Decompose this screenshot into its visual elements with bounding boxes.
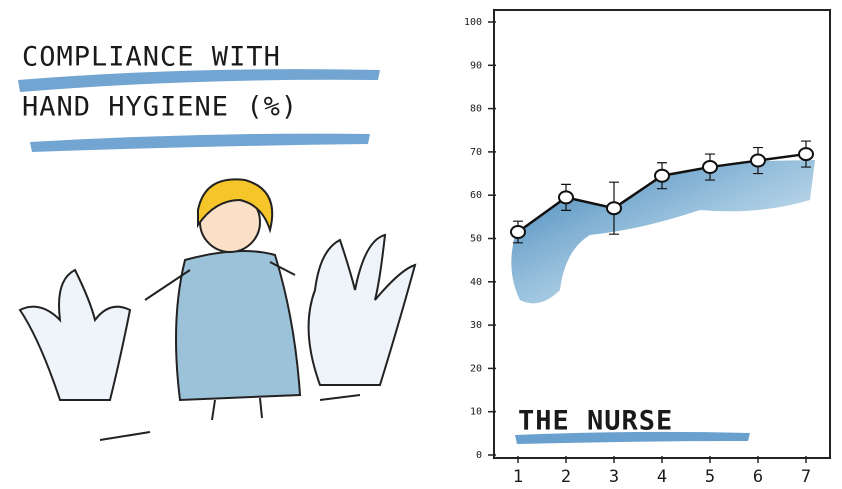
brush-stroke bbox=[18, 69, 380, 92]
x-tick-label: 6 bbox=[753, 467, 763, 487]
data-point bbox=[799, 148, 813, 160]
data-point bbox=[703, 161, 717, 173]
x-tick-label: 4 bbox=[657, 467, 667, 487]
title-line: HAND HYGIENE (%) bbox=[22, 92, 298, 123]
y-tick-label: 70 bbox=[470, 147, 482, 158]
y-tick-label: 0 bbox=[476, 450, 482, 461]
x-tick-label: 1 bbox=[513, 467, 523, 487]
data-point bbox=[511, 226, 525, 238]
y-tick-label: 60 bbox=[470, 190, 482, 201]
x-tick-label: 2 bbox=[561, 467, 571, 487]
y-tick-label: 50 bbox=[470, 234, 482, 245]
x-tick-label: 3 bbox=[609, 467, 619, 487]
y-tick-label: 100 bbox=[464, 17, 482, 28]
brush-stroke bbox=[30, 134, 370, 152]
x-tick-label: 5 bbox=[705, 467, 715, 487]
annotation: THE NURSE bbox=[518, 406, 673, 437]
data-point bbox=[559, 191, 573, 203]
y-tick-label: 30 bbox=[470, 320, 482, 331]
y-tick-label: 20 bbox=[470, 363, 482, 374]
illustration bbox=[20, 179, 415, 440]
x-tick-label: 7 bbox=[801, 467, 811, 487]
title-line: COMPLIANCE WITH bbox=[22, 42, 281, 73]
data-point bbox=[607, 202, 621, 214]
y-tick-label: 40 bbox=[470, 277, 482, 288]
y-tick-label: 10 bbox=[470, 407, 482, 418]
page: COMPLIANCE WITH HAND HYGIENE (%) THE NUR… bbox=[0, 0, 842, 489]
data-point bbox=[655, 170, 669, 182]
data-point bbox=[751, 155, 765, 167]
y-tick-label: 80 bbox=[470, 104, 482, 115]
y-tick-label: 90 bbox=[470, 60, 482, 71]
